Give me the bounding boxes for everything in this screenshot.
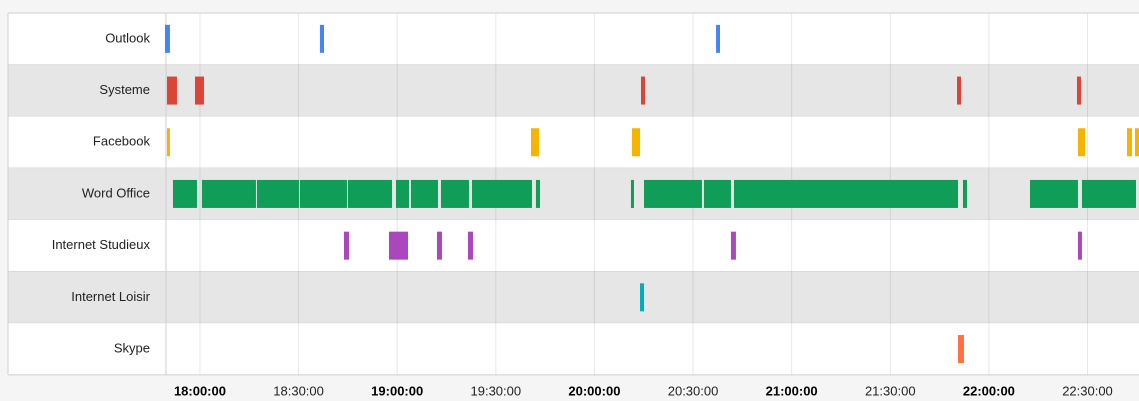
row-label: Systeme — [99, 82, 150, 97]
row-band — [8, 323, 1139, 375]
bar — [440, 179, 469, 208]
bar — [530, 128, 539, 157]
row-label: Internet Studieux — [52, 237, 151, 252]
bar — [395, 179, 409, 208]
bar — [410, 179, 438, 208]
bar — [716, 24, 720, 53]
row-band — [8, 13, 1139, 65]
row-band — [8, 64, 1139, 117]
x-tick-label: 22:30:00 — [1062, 383, 1113, 398]
bar — [1135, 128, 1139, 157]
x-tick-label: 18:30:00 — [273, 383, 324, 398]
row-label: Outlook — [105, 30, 150, 45]
row-label: Internet Loisir — [71, 289, 150, 304]
x-tick-label: 20:00:00 — [568, 383, 620, 398]
bar — [299, 179, 347, 208]
row-label: Word Office — [82, 185, 150, 200]
bar — [319, 24, 325, 53]
row-label: Skype — [114, 340, 150, 355]
x-tick-label: 19:00:00 — [371, 383, 423, 398]
bar — [535, 179, 540, 208]
bar — [1081, 179, 1136, 208]
row-band — [8, 271, 1139, 324]
bar — [957, 76, 962, 105]
bar — [957, 335, 964, 364]
row-label: Facebook — [93, 134, 151, 149]
x-tick-label: 20:30:00 — [668, 383, 719, 398]
bar — [194, 76, 204, 105]
bar — [640, 283, 645, 312]
bar — [256, 179, 299, 208]
x-tick-label: 21:00:00 — [766, 383, 818, 398]
bar — [172, 179, 197, 208]
x-tick-label: 18:00:00 — [174, 383, 226, 398]
bar — [1077, 231, 1082, 260]
bar — [1029, 179, 1078, 208]
bar — [703, 179, 731, 208]
bar — [1076, 76, 1081, 105]
bar — [644, 179, 702, 208]
bar — [343, 231, 349, 260]
row-band — [8, 219, 1139, 272]
bar — [436, 231, 442, 260]
bar — [730, 231, 736, 260]
bar — [640, 76, 645, 105]
bar — [467, 231, 473, 260]
bar — [388, 231, 408, 260]
bar — [630, 179, 634, 208]
bar — [1077, 128, 1085, 157]
bar — [631, 128, 641, 157]
bar — [347, 179, 392, 208]
bar — [166, 76, 177, 105]
x-tick-label: 19:30:00 — [471, 383, 522, 398]
bar — [201, 179, 256, 208]
bar — [471, 179, 532, 208]
bar — [733, 179, 958, 208]
x-tick-label: 21:30:00 — [865, 383, 916, 398]
bar — [164, 24, 170, 53]
bar — [1127, 128, 1132, 157]
x-tick-label: 22:00:00 — [963, 383, 1015, 398]
bar — [166, 128, 170, 157]
bar — [962, 179, 967, 208]
row-band — [8, 116, 1139, 169]
